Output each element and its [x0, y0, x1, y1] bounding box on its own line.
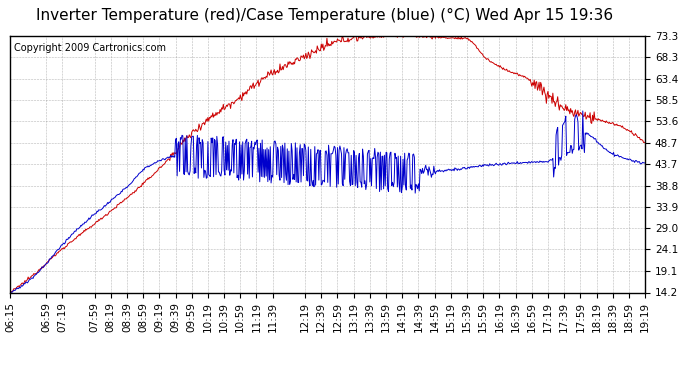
- Text: Inverter Temperature (red)/Case Temperature (blue) (°C) Wed Apr 15 19:36: Inverter Temperature (red)/Case Temperat…: [36, 8, 613, 22]
- Text: Copyright 2009 Cartronics.com: Copyright 2009 Cartronics.com: [14, 44, 166, 53]
